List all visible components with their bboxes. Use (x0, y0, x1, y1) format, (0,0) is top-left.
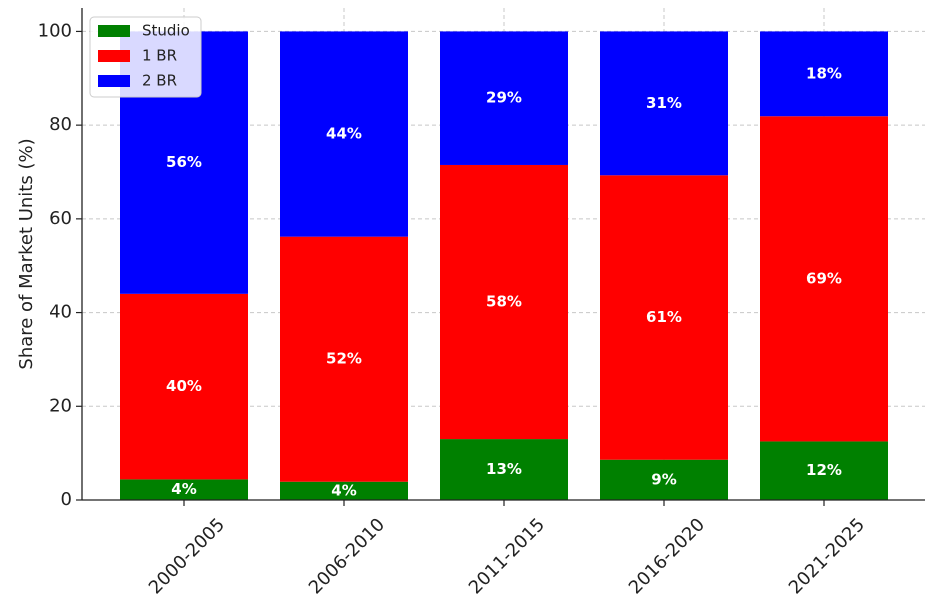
bar-labels-layer: 4% 40% 56% 4% 52% 44% 13% 58% 29% 9% 61% 31% 12% 69% 1… (166, 64, 842, 499)
bar-segment (600, 459, 728, 500)
y-tick-label: 20 (49, 395, 72, 416)
bar-segment (280, 31, 408, 237)
legend: Studio 1 BR 2 BR (89, 16, 202, 98)
legend-swatch (98, 75, 130, 87)
bar-data-label: 31% (646, 94, 682, 112)
legend-swatch (98, 25, 130, 37)
y-tick-label: 40 (49, 302, 72, 323)
y-tick-label: 100 (38, 20, 72, 41)
y-tick-label: 60 (49, 208, 72, 229)
bar-segment (280, 481, 408, 500)
bar-segment (600, 175, 728, 460)
bar-segment (440, 439, 568, 500)
y-axis-title: Share of Market Units (%) (16, 138, 37, 369)
bar-segment (760, 441, 888, 500)
y-tick-label: 0 (61, 489, 72, 510)
bar-data-label: 56% (166, 153, 202, 171)
x-tick-label: 2021-2025 (785, 514, 869, 598)
bar-segment (440, 31, 568, 165)
y-tick-label: 80 (49, 114, 72, 135)
bar-data-label: 44% (326, 125, 362, 143)
bar-segment (280, 236, 408, 482)
bar-data-label: 40% (166, 377, 202, 395)
bar-data-label: 69% (806, 269, 842, 287)
bar-data-label: 4% (171, 480, 196, 498)
bar-data-label: 61% (646, 308, 682, 326)
bar-data-label: 18% (806, 64, 842, 82)
legend-label: 2 BR (142, 72, 177, 90)
bar-data-label: 4% (331, 481, 356, 499)
x-tick-label: 2000-2005 (145, 514, 229, 598)
x-tick-label: 2011-2015 (465, 514, 549, 598)
legend-swatch (98, 50, 130, 62)
bar-segment (760, 116, 888, 442)
bar-segment (440, 164, 568, 440)
bar-data-label: 12% (806, 461, 842, 479)
bar-segment (120, 479, 248, 500)
legend-label: Studio (142, 22, 190, 40)
bar-segment (760, 31, 888, 117)
legend-label: 1 BR (142, 47, 177, 65)
x-tick-label: 2016-2020 (625, 514, 709, 598)
bar-segment (120, 293, 248, 480)
bar-data-label: 9% (651, 470, 676, 488)
x-tick-label: 2006-2010 (305, 514, 389, 598)
bar-data-label: 52% (326, 350, 362, 368)
bar-data-label: 58% (486, 293, 522, 311)
bar-data-label: 29% (486, 89, 522, 107)
bar-data-label: 13% (486, 460, 522, 478)
bar-segment (600, 31, 728, 176)
